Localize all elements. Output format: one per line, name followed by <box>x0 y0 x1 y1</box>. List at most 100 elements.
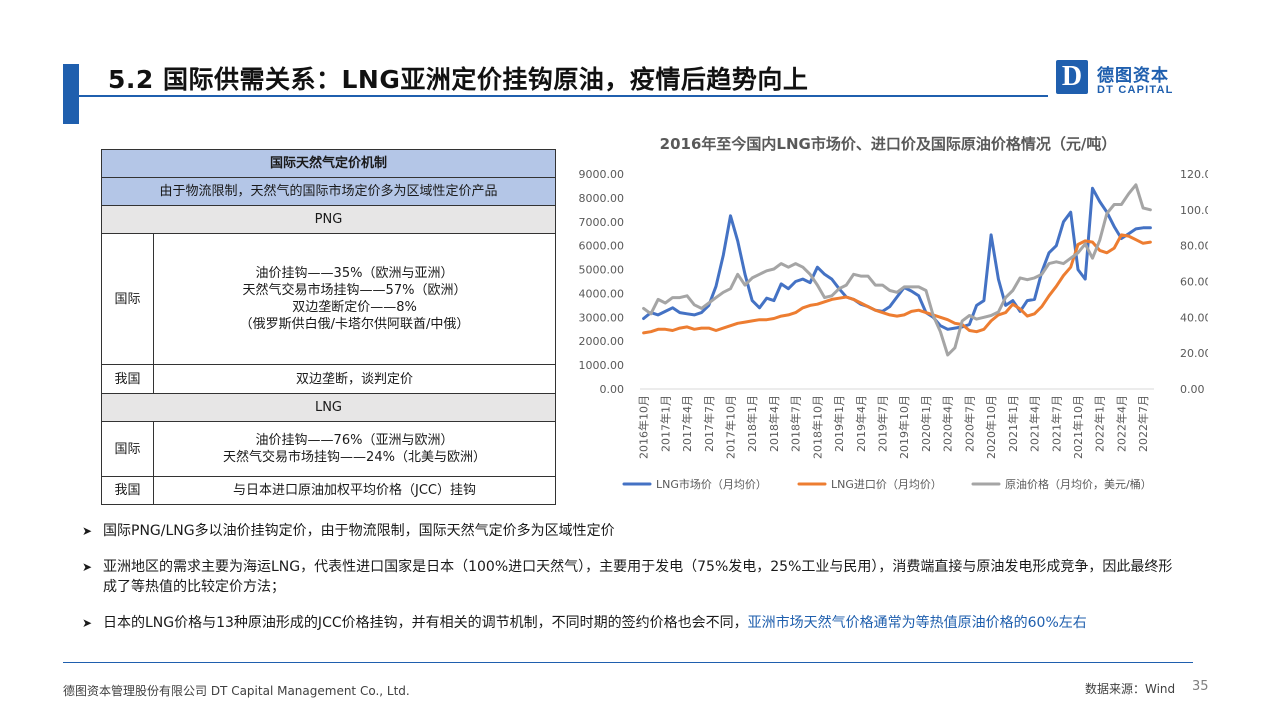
x-tick-label: 2021年1月 <box>1006 395 1020 452</box>
lng-intl-content: 油价挂钩——76%（亚洲与欧洲） 天然气交易市场挂钩——24%（北美与欧洲） <box>153 421 556 477</box>
legend-label: LNG进口价（月均价） <box>831 478 942 491</box>
logo-mark-icon: D <box>1056 60 1088 94</box>
y-left-tick-label: 4000.00 <box>579 287 625 300</box>
bullet-highlight: 亚洲市场天然气价格通常为等热值原油价格的60%左右 <box>747 615 1087 631</box>
bullet-item: ➤ 日本的LNG价格与13种原油形成的JCC价格挂钩，并有相关的调节机制，不同时… <box>82 613 1182 633</box>
y-left-tick-label: 8000.00 <box>579 192 625 205</box>
lng-international-row: 国际 油价挂钩——76%（亚洲与欧洲） 天然气交易市场挂钩——24%（北美与欧洲… <box>101 421 556 477</box>
series-line-2 <box>642 183 1152 357</box>
footer-source: 数据来源：Wind <box>1085 682 1176 696</box>
y-left-tick-label: 6000.00 <box>579 240 625 253</box>
slide-title: 5.2 国际供需关系：LNG亚洲定价挂钩原油，疫情后趋势向上 <box>108 65 809 94</box>
title-accent-bar <box>63 64 79 124</box>
lng-intl-label: 国际 <box>101 421 154 477</box>
y-right-tick-label: 80.00 <box>1180 240 1208 253</box>
x-tick-label: 2018年1月 <box>745 395 759 452</box>
table-subtitle: 由于物流限制，天然气的国际市场定价多为区域性定价产品 <box>101 177 556 206</box>
bullet-arrow-icon: ➤ <box>82 524 93 538</box>
y-right-tick-label: 20.00 <box>1180 347 1208 360</box>
png-section-row: PNG <box>101 205 556 234</box>
logo-chinese-name: 德图资本 <box>1097 66 1169 86</box>
x-tick-label: 2018年7月 <box>789 395 803 452</box>
png-china-content: 双边垄断，谈判定价 <box>153 364 556 394</box>
png-intl-line-2: 天然气交易市场挂钩——57%（欧洲） <box>242 283 467 298</box>
bullet-text: 亚洲地区的需求主要为海运LNG，代表性进口国家是日本（100%进口天然气），主要… <box>103 559 1173 595</box>
table-subtitle-row: 由于物流限制，天然气的国际市场定价多为区域性定价产品 <box>101 177 556 206</box>
bullet-item: ➤ 国际PNG/LNG多以油价挂钩定价，由于物流限制，国际天然气定价多为区域性定… <box>82 521 1182 541</box>
x-tick-label: 2022年1月 <box>1093 395 1107 452</box>
x-tick-label: 2018年4月 <box>767 395 781 452</box>
bullet-list: ➤ 国际PNG/LNG多以油价挂钩定价，由于物流限制，国际天然气定价多为区域性定… <box>82 521 1182 649</box>
x-tick-label: 2018年10月 <box>810 395 824 459</box>
y-right-tick-label: 100.00 <box>1180 204 1208 217</box>
lng-china-content: 与日本进口原油加权平均价格（JCC）挂钩 <box>153 476 556 505</box>
lng-china-row: 我国 与日本进口原油加权平均价格（JCC）挂钩 <box>101 476 556 505</box>
png-intl-line-4: （俄罗斯供白俄/卡塔尔供阿联酋/中俄） <box>239 317 470 332</box>
bullet-text: 国际PNG/LNG多以油价挂钩定价，由于物流限制，国际天然气定价多为区域性定价 <box>103 523 615 539</box>
x-tick-label: 2019年10月 <box>897 395 911 459</box>
x-tick-label: 2021年10月 <box>1071 395 1085 459</box>
bullet-item: ➤ 亚洲地区的需求主要为海运LNG，代表性进口国家是日本（100%进口天然气），… <box>82 557 1182 597</box>
y-left-tick-label: 7000.00 <box>579 216 625 229</box>
lng-intl-line-2: 天然气交易市场挂钩——24%（北美与欧洲） <box>223 450 486 465</box>
png-intl-line-1: 油价挂钩——35%（欧洲与亚洲） <box>255 266 454 281</box>
page-number: 35 <box>1192 679 1209 694</box>
footer-company: 德图资本管理股份有限公司 DT Capital Management Co., … <box>63 684 410 698</box>
legend-label: 原油价格（月均价，美元/桶） <box>1005 477 1152 491</box>
y-left-tick-label: 5000.00 <box>579 264 625 277</box>
x-tick-label: 2020年7月 <box>962 395 976 452</box>
x-tick-label: 2019年7月 <box>876 395 890 452</box>
y-right-tick-label: 40.00 <box>1180 311 1208 324</box>
y-left-tick-label: 1000.00 <box>579 359 625 372</box>
x-tick-label: 2017年7月 <box>702 395 716 452</box>
company-logo: D 德图资本 DT CAPITAL <box>1056 60 1196 100</box>
x-tick-label: 2017年4月 <box>680 395 694 452</box>
x-tick-label: 2019年1月 <box>832 395 846 452</box>
series-line-1 <box>642 233 1152 335</box>
png-section-label: PNG <box>101 205 556 234</box>
x-tick-label: 2019年4月 <box>854 395 868 452</box>
bullet-arrow-icon: ➤ <box>82 560 93 574</box>
x-tick-label: 2021年4月 <box>1028 395 1042 452</box>
png-china-row: 我国 双边垄断，谈判定价 <box>101 364 556 394</box>
table-header-row: 国际天然气定价机制 <box>101 149 556 178</box>
bullet-arrow-icon: ➤ <box>82 616 93 630</box>
title-underline <box>79 95 1048 97</box>
price-chart: 2016年至今国内LNG市场价、进口价及国际原油价格情况（元/吨） 0.00 10… <box>568 126 1209 502</box>
y-left-tick-label: 0.00 <box>600 383 625 396</box>
bullet-text: 日本的LNG价格与13种原油形成的JCC价格挂钩，并有相关的调节机制，不同时期的… <box>103 615 748 631</box>
y-right-tick-label: 60.00 <box>1180 276 1208 289</box>
y-right-tick-label: 120.00 <box>1180 168 1208 181</box>
x-tick-label: 2020年1月 <box>919 395 933 452</box>
x-tick-label: 2016年10月 <box>637 395 651 459</box>
png-china-label: 我国 <box>101 364 154 394</box>
x-tick-label: 2022年7月 <box>1136 395 1150 452</box>
logo-english-name: DT CAPITAL <box>1097 84 1174 96</box>
png-intl-content: 油价挂钩——35%（欧洲与亚洲） 天然气交易市场挂钩——57%（欧洲） 双边垄断… <box>153 233 556 365</box>
lng-section-label: LNG <box>101 393 556 422</box>
y-right-tick-label: 0.00 <box>1180 383 1205 396</box>
series-line-0 <box>642 186 1152 331</box>
lng-section-row: LNG <box>101 393 556 422</box>
logo-mark-letter: D <box>1061 61 1083 92</box>
png-intl-label: 国际 <box>101 233 154 365</box>
x-tick-label: 2020年10月 <box>984 395 998 459</box>
x-tick-label: 2022年4月 <box>1114 395 1128 452</box>
x-tick-label: 2017年1月 <box>658 395 672 452</box>
footer-divider <box>63 662 1193 663</box>
legend-label: LNG市场价（月均价） <box>656 477 767 491</box>
x-tick-label: 2020年4月 <box>941 395 955 452</box>
x-tick-label: 2021年7月 <box>1049 395 1063 452</box>
chart-title: 2016年至今国内LNG市场价、进口价及国际原油价格情况（元/吨） <box>659 135 1117 153</box>
lng-china-label: 我国 <box>101 476 154 505</box>
chart-canvas: 0.00 1000.00 2000.00 3000.00 4000.00 5000.00 6… <box>579 168 1209 491</box>
x-tick-label: 2017年10月 <box>723 395 737 459</box>
table-title: 国际天然气定价机制 <box>101 149 556 178</box>
png-international-row: 国际 油价挂钩——35%（欧洲与亚洲） 天然气交易市场挂钩——57%（欧洲） 双… <box>101 233 556 365</box>
png-intl-line-3: 双边垄断定价——8% <box>292 300 417 315</box>
y-left-tick-label: 2000.00 <box>579 335 625 348</box>
y-left-tick-label: 3000.00 <box>579 311 625 324</box>
pricing-mechanism-table: 国际天然气定价机制 由于物流限制，天然气的国际市场定价多为区域性定价产品 PNG… <box>101 149 556 505</box>
lng-intl-line-1: 油价挂钩——76%（亚洲与欧洲） <box>255 433 454 448</box>
y-left-tick-label: 9000.00 <box>579 168 625 181</box>
